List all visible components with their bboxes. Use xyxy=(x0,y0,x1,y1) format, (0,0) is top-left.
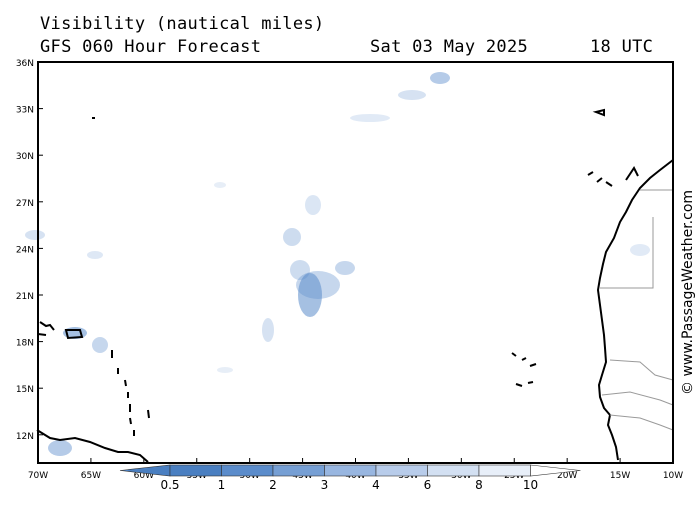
fog-patch xyxy=(305,195,321,215)
latitude-labels: 36N 33N 30N 27N 24N 21N 18N 15N 12N xyxy=(16,59,43,442)
lat-tick-label: 15N xyxy=(16,385,34,395)
legend-label: 10 xyxy=(523,478,538,492)
legend-swatch xyxy=(169,464,222,477)
legend-arrow-high xyxy=(530,464,581,477)
lon-tick-label: 10W xyxy=(663,471,683,481)
border-line xyxy=(600,217,654,289)
cape-verde xyxy=(511,352,537,387)
canary-islands xyxy=(587,166,639,187)
lon-tick-label: 65W xyxy=(81,471,101,481)
visibility-legend: 0.5 1 2 3 4 6 8 10 xyxy=(119,464,581,492)
lon-tick-label: 70W xyxy=(28,471,48,481)
fog-patch xyxy=(92,337,108,353)
fog-patch xyxy=(217,367,233,373)
border-line xyxy=(601,391,674,406)
fog-patch xyxy=(296,271,340,299)
legend-swatch xyxy=(272,464,325,477)
lat-tick-label: 30N xyxy=(16,152,34,162)
legend-label: 6 xyxy=(424,478,432,492)
legend-swatch xyxy=(478,464,531,477)
legend-label: 1 xyxy=(218,478,226,492)
forecast-time: 18 UTC xyxy=(590,37,654,57)
border-line xyxy=(609,359,674,381)
fog-patch xyxy=(430,72,450,84)
legend-label: 4 xyxy=(372,478,380,492)
fog-patch xyxy=(48,440,72,456)
legend-swatch xyxy=(375,464,428,477)
hispaniola xyxy=(37,321,55,336)
legend-label: 3 xyxy=(321,478,329,492)
legend-swatch xyxy=(427,464,480,477)
map-frame xyxy=(37,61,674,464)
africa-coastline xyxy=(596,159,674,461)
fog-patch xyxy=(283,228,301,246)
fog-patch xyxy=(290,260,310,280)
fog-patch xyxy=(87,251,103,259)
legend-swatch xyxy=(221,464,274,477)
madeira xyxy=(592,108,605,117)
lon-tick-label: 15W xyxy=(610,471,630,481)
puerto-rico xyxy=(64,329,84,340)
map-title: Visibility (nautical miles) xyxy=(40,14,325,34)
lat-tick-label: 18N xyxy=(16,339,34,349)
legend-label: 8 xyxy=(475,478,483,492)
coastlines xyxy=(36,108,674,463)
fog-patch xyxy=(214,182,226,188)
legend-label: 0.5 xyxy=(160,478,179,492)
credit-text: © www.PassageWeather.com xyxy=(680,190,696,395)
legend-label: 2 xyxy=(269,478,277,492)
fog-patch xyxy=(262,318,274,342)
fog-patch xyxy=(25,230,45,240)
forecast-date: Sat 03 May 2025 xyxy=(370,37,529,57)
credit-vertical: © www.PassageWeather.com xyxy=(680,190,696,395)
lat-tick-label: 33N xyxy=(16,106,34,116)
forecast-label: GFS 060 Hour Forecast xyxy=(40,37,262,57)
lat-tick-label: 27N xyxy=(16,199,34,209)
south-america-coast xyxy=(36,429,149,463)
fog-patch xyxy=(350,114,390,122)
lat-tick-label: 12N xyxy=(16,432,34,442)
fog-patch xyxy=(335,261,355,275)
fog-patch xyxy=(398,90,426,100)
lon-tick-label: 20W xyxy=(557,471,577,481)
lat-tick-label: 21N xyxy=(16,292,34,302)
lat-tick-label: 36N xyxy=(16,59,34,69)
lon-tick-label: 60W xyxy=(134,471,154,481)
visibility-shading xyxy=(25,72,650,456)
border-line xyxy=(609,414,674,431)
fog-patch xyxy=(298,273,322,317)
country-borders xyxy=(600,189,674,431)
lesser-antilles xyxy=(111,350,150,436)
fog-patch xyxy=(630,244,650,256)
legend-swatch xyxy=(324,464,377,477)
lat-tick-label: 24N xyxy=(16,245,34,255)
